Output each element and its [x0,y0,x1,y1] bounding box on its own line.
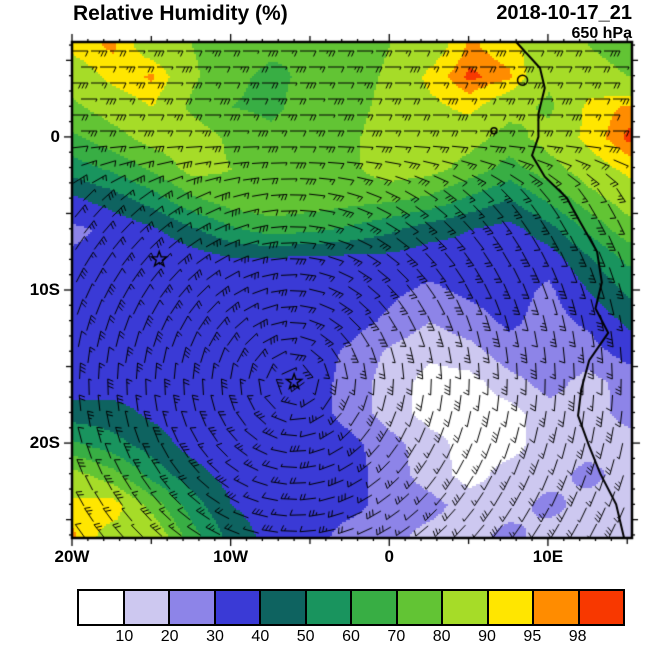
colorbar-cell [170,591,216,624]
colorbar-cell [79,591,125,624]
x-axis-label: 10W [213,547,249,566]
x-axis-label: 10E [532,547,564,566]
x-axis-label: 20W [54,547,90,566]
y-axis-label: 10S [29,280,60,299]
pressure-level: 650 hPa [571,25,632,42]
colorbar-tick-label: 60 [342,628,360,645]
colorbar-cell [124,591,170,624]
colorbar-tick-label: 90 [478,628,496,645]
chart-title: Relative Humidity (%) [73,2,288,25]
colorbar-cell [534,591,580,624]
colorbar-cell [579,591,623,624]
colorbar-tick-label: 70 [387,628,406,645]
colorbar-cell [306,591,352,624]
colorbar-cell [488,591,534,624]
colorbar-tick-label: 30 [206,628,224,645]
colorbar-tick-label: 10 [115,628,134,645]
colorbar-tick-label: 80 [432,628,451,645]
colorbar-cell [352,591,398,624]
colorbar-tick-label: 20 [160,628,179,645]
valid-datetime: 2018-10-17_21 [496,2,632,24]
colorbar-cell [215,591,261,624]
colorbar-cell [397,591,443,624]
y-axis-label: 20S [29,433,60,453]
colorbar-tick-label: 98 [568,628,587,645]
colorbar-tick-label: 40 [251,628,270,645]
colorbar-cell [261,591,307,624]
colorbar-tick-label: 95 [523,628,542,645]
colorbar-cell [443,591,489,624]
colorbar-tick-label: 50 [296,628,315,645]
x-axis-label: 0 [384,547,394,566]
colorbar [77,589,625,626]
y-axis-label: 0 [50,126,60,146]
